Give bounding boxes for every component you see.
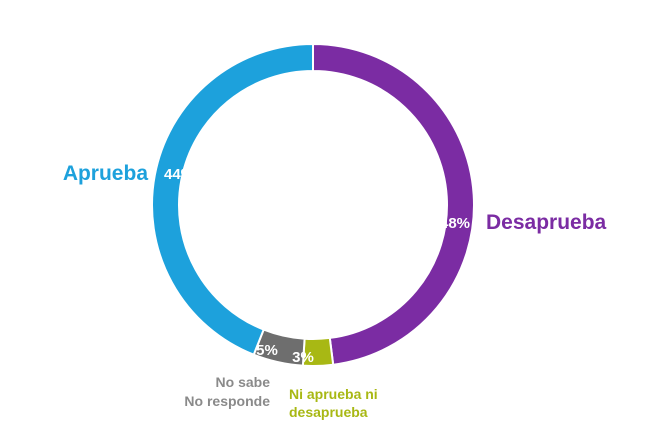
category-label-nosabe-line2: No responde xyxy=(184,393,270,409)
category-label-ni-line2: desaprueba xyxy=(289,404,368,420)
slice-aprueba xyxy=(151,42,314,356)
category-label-desaprueba: Desaprueba xyxy=(486,211,607,234)
pct-label-nosabe: 5% xyxy=(256,342,278,359)
category-label-ni-line1: Ni aprueba ni xyxy=(289,386,378,402)
category-label-nosabe-line1: No sabe xyxy=(216,374,271,390)
pct-label-aprueba: 44% xyxy=(164,166,194,183)
slice-desaprueba xyxy=(312,42,475,366)
pct-label-desaprueba: 48% xyxy=(440,215,470,232)
pct-label-ni: 3% xyxy=(292,349,314,366)
category-label-aprueba: Aprueba xyxy=(63,162,149,185)
donut-slices xyxy=(151,42,475,367)
